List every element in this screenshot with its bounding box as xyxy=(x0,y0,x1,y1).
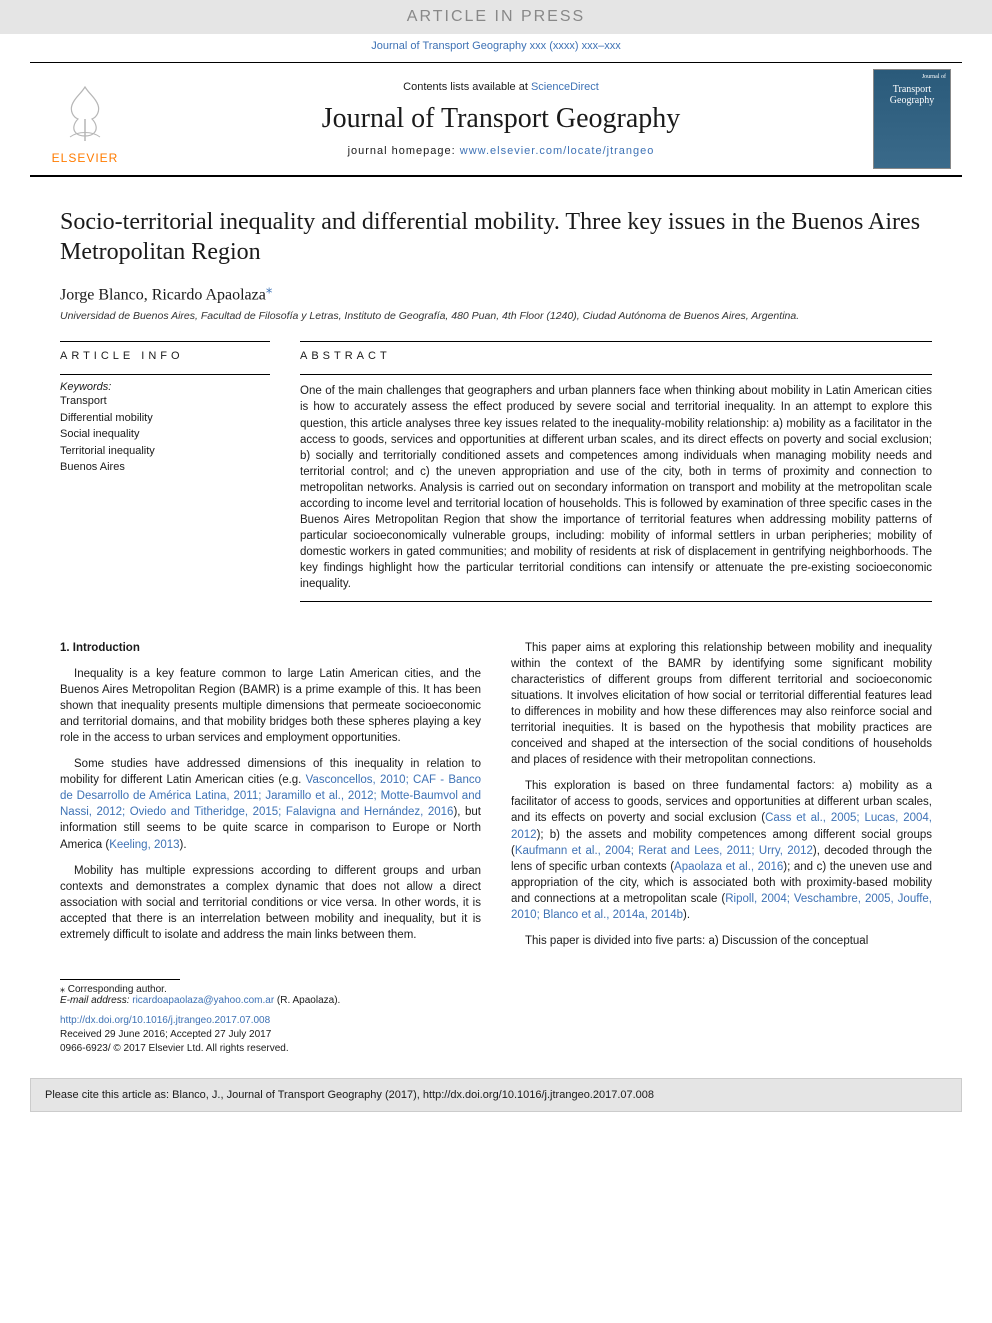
journal-cover-thumb: Journal of Transport Geography xyxy=(862,69,962,169)
sciencedirect-link[interactable]: ScienceDirect xyxy=(531,81,599,93)
cover-thumbnail: Journal of Transport Geography xyxy=(873,69,951,169)
doi-link[interactable]: http://dx.doi.org/10.1016/j.jtrangeo.201… xyxy=(60,1015,270,1026)
keyword: Territorial inequality xyxy=(60,443,270,460)
citation-bar: Please cite this article as: Blanco, J.,… xyxy=(30,1078,962,1112)
publisher-name: ELSEVIER xyxy=(52,151,119,165)
authors-line: Jorge Blanco, Ricardo Apaolaza⁎ xyxy=(60,281,932,304)
body-paragraph: Mobility has multiple expressions accord… xyxy=(60,863,481,943)
journal-issue-reference: Journal of Transport Geography xxx (xxxx… xyxy=(0,34,992,62)
abstract-heading: ABSTRACT xyxy=(300,341,932,366)
corresponding-author-note: ⁎ Corresponding author. xyxy=(60,984,932,995)
received-accepted-dates: Received 29 June 2016; Accepted 27 July … xyxy=(60,1028,932,1042)
journal-name: Journal of Transport Geography xyxy=(140,103,862,135)
body-right-column: This paper aims at exploring this relati… xyxy=(511,640,932,960)
article-body-columns: 1. Introduction Inequality is a key feat… xyxy=(0,612,992,970)
homepage-prefix: journal homepage: xyxy=(348,145,460,157)
keywords-list: Transport Differential mobility Social i… xyxy=(60,393,270,476)
article-in-press-banner: ARTICLE IN PRESS xyxy=(0,0,992,34)
masthead-center: Contents lists available at ScienceDirec… xyxy=(140,69,862,169)
body-paragraph: This paper is divided into five parts: a… xyxy=(511,933,932,949)
introduction-heading: 1. Introduction xyxy=(60,640,481,656)
corresponding-author-mark: ⁎ xyxy=(266,281,273,296)
info-abstract-row: ARTICLE INFO Keywords: Transport Differe… xyxy=(60,340,932,601)
publisher-logo-block: ELSEVIER xyxy=(30,69,140,169)
journal-homepage-line: journal homepage: www.elsevier.com/locat… xyxy=(140,145,862,157)
body-paragraph: This exploration is based on three funda… xyxy=(511,778,932,923)
journal-masthead: ELSEVIER Contents lists available at Sci… xyxy=(30,62,962,177)
keywords-label: Keywords: xyxy=(60,374,270,393)
footer-rule xyxy=(60,979,180,980)
article-footer: ⁎ Corresponding author. E-mail address: … xyxy=(0,969,992,1070)
article-info-heading: ARTICLE INFO xyxy=(60,341,270,366)
keyword: Social inequality xyxy=(60,426,270,443)
article-front-matter: Socio-territorial inequality and differe… xyxy=(0,177,992,612)
abstract-text: One of the main challenges that geograph… xyxy=(300,374,932,601)
body-left-column: 1. Introduction Inequality is a key feat… xyxy=(60,640,481,960)
abstract-column: ABSTRACT One of the main challenges that… xyxy=(300,341,932,601)
contents-prefix: Contents lists available at xyxy=(403,81,531,93)
body-paragraph: This paper aims at exploring this relati… xyxy=(511,640,932,769)
email-line: E-mail address: ricardoapaolaza@yahoo.co… xyxy=(60,995,932,1006)
keyword: Transport xyxy=(60,393,270,410)
keyword: Buenos Aires xyxy=(60,459,270,476)
article-title: Socio-territorial inequality and differe… xyxy=(60,207,932,267)
doi-block: http://dx.doi.org/10.1016/j.jtrangeo.201… xyxy=(60,1014,932,1056)
email-label: E-mail address: xyxy=(60,995,132,1006)
author-email-link[interactable]: ricardoapaolaza@yahoo.com.ar xyxy=(132,995,274,1006)
cover-title: Transport Geography xyxy=(878,84,946,106)
authors-names: Jorge Blanco, Ricardo Apaolaza xyxy=(60,286,266,303)
email-suffix: (R. Apaolaza). xyxy=(274,995,340,1006)
cover-label: Journal of xyxy=(922,74,946,80)
affiliation: Universidad de Buenos Aires, Facultad de… xyxy=(60,310,932,322)
body-paragraph: Some studies have addressed dimensions o… xyxy=(60,756,481,853)
body-paragraph: Inequality is a key feature common to la… xyxy=(60,666,481,746)
journal-homepage-link[interactable]: www.elsevier.com/locate/jtrangeo xyxy=(460,145,655,157)
keyword: Differential mobility xyxy=(60,410,270,427)
elsevier-tree-icon xyxy=(50,77,120,147)
issn-copyright: 0966-6923/ © 2017 Elsevier Ltd. All righ… xyxy=(60,1042,932,1056)
contents-available-line: Contents lists available at ScienceDirec… xyxy=(140,81,862,93)
article-info-column: ARTICLE INFO Keywords: Transport Differe… xyxy=(60,341,270,601)
